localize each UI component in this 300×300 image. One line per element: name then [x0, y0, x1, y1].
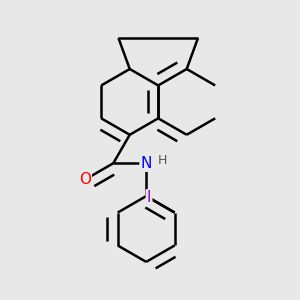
- Text: I: I: [147, 190, 151, 205]
- Text: H: H: [158, 154, 167, 167]
- Text: N: N: [140, 156, 152, 171]
- Text: O: O: [79, 172, 91, 187]
